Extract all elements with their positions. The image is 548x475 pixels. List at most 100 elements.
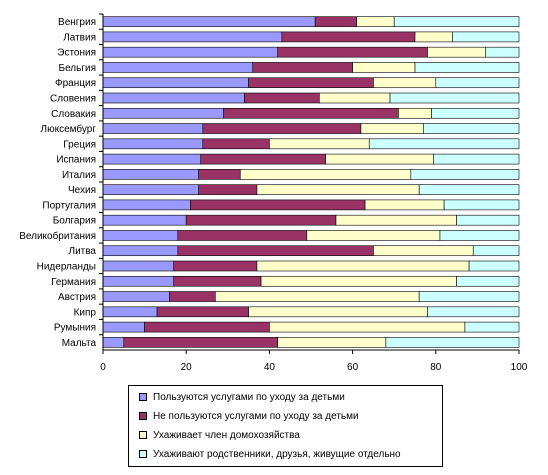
bar-segment-1-row-1 xyxy=(102,16,316,27)
bar-segment-2-row-10 xyxy=(200,153,326,165)
bar-segment-4-row-20 xyxy=(427,306,520,318)
bar-segment-3-row-7 xyxy=(398,107,432,119)
bar-segment-1-row-16 xyxy=(102,245,179,257)
bar-segment-2-row-5 xyxy=(248,77,374,89)
category-label: Великобритания xyxy=(19,230,96,242)
x-tick-label: 80 xyxy=(430,362,442,373)
legend-swatch xyxy=(139,393,147,401)
bar-segment-2-row-1 xyxy=(314,16,358,27)
bar-segment-3-row-11 xyxy=(239,169,412,180)
category-label: Люксембург xyxy=(41,123,97,135)
bar-segment-4-row-21 xyxy=(464,321,520,333)
bar-segment-3-row-19 xyxy=(215,291,420,302)
category-label: Чехия xyxy=(68,185,96,196)
bar-segment-1-row-2 xyxy=(102,31,283,43)
bar-segment-3-row-6 xyxy=(319,92,391,104)
bar-segment-2-row-22 xyxy=(123,337,279,348)
category-label: Литва xyxy=(69,246,97,257)
bar-segment-1-row-7 xyxy=(102,107,224,119)
category-label: Испания xyxy=(56,155,96,166)
bar-segment-2-row-18 xyxy=(173,275,262,287)
bar-segment-3-row-15 xyxy=(306,230,441,241)
bar-segment-4-row-16 xyxy=(472,245,520,257)
bars-layer xyxy=(102,16,520,348)
legend-label: Ухаживают родственники, друзья, живущие … xyxy=(153,448,401,460)
legend-item-no-childcare: Не пользуются услугами по уходу за детьм… xyxy=(139,409,359,423)
x-tick-label: 40 xyxy=(264,362,276,373)
bar-segment-3-row-16 xyxy=(373,245,474,257)
category-label: Нидерланды xyxy=(37,262,96,273)
bar-segment-1-row-20 xyxy=(102,306,158,318)
bar-segment-4-row-4 xyxy=(414,62,520,73)
legend-label: Пользуются услугами по уходу за детьми xyxy=(153,391,345,403)
legend-item-used-childcare: Пользуются услугами по уходу за детьми xyxy=(139,390,345,404)
legend-item-household-member: Ухаживает член домохозяйства xyxy=(139,428,300,442)
bar-segment-1-row-13 xyxy=(102,199,191,211)
category-labels: Венгрия Латвия Эстония Бельгия Франция Словен… xyxy=(19,17,96,349)
category-label: Венгрия xyxy=(58,17,96,28)
bar-segment-2-row-13 xyxy=(190,199,366,211)
bar-segment-4-row-5 xyxy=(435,77,520,89)
bar-segment-3-row-12 xyxy=(256,184,420,195)
bar-segment-2-row-19 xyxy=(169,291,216,302)
bar-segment-3-row-9 xyxy=(269,138,370,150)
bar-segment-1-row-6 xyxy=(102,92,245,104)
bar-segment-2-row-17 xyxy=(173,260,258,272)
bar-segment-1-row-22 xyxy=(102,337,125,348)
legend-item-relatives-friends: Ухаживают родственники, друзья, живущие … xyxy=(139,447,401,461)
bar-segment-4-row-19 xyxy=(418,291,520,302)
bar-segment-4-row-22 xyxy=(385,337,520,348)
category-label: Кипр xyxy=(74,307,97,318)
bar-segment-2-row-2 xyxy=(281,31,416,43)
category-label: Мальта xyxy=(62,338,97,349)
bar-segment-4-row-3 xyxy=(485,46,520,58)
bar-segment-3-row-14 xyxy=(335,214,457,226)
bar-segment-1-row-11 xyxy=(102,169,199,180)
bar-segment-1-row-19 xyxy=(102,291,170,302)
category-label: Болгария xyxy=(53,216,96,227)
category-label: Греция xyxy=(63,139,96,150)
bar-segment-3-row-8 xyxy=(360,123,424,134)
bar-segment-2-row-15 xyxy=(177,230,308,241)
category-label: Эстония xyxy=(57,48,96,59)
bar-segment-2-row-16 xyxy=(177,245,374,257)
bar-segment-2-row-14 xyxy=(185,214,337,226)
bar-segment-4-row-12 xyxy=(418,184,520,195)
bar-segment-1-row-10 xyxy=(102,153,202,165)
bar-segment-1-row-8 xyxy=(102,123,204,134)
category-label: Словения xyxy=(50,94,96,105)
bar-segment-3-row-17 xyxy=(256,260,470,272)
bar-segment-3-row-2 xyxy=(414,31,453,43)
bar-segment-2-row-6 xyxy=(244,92,320,104)
category-label: Румыния xyxy=(54,323,96,334)
category-label: Португалия xyxy=(42,200,96,211)
category-label: Бельгия xyxy=(59,63,97,74)
bar-segment-3-row-13 xyxy=(364,199,445,211)
bar-segment-4-row-17 xyxy=(468,260,520,272)
bar-segment-3-row-21 xyxy=(269,321,466,333)
bar-segment-1-row-14 xyxy=(102,214,187,226)
bar-segment-1-row-15 xyxy=(102,230,179,241)
bar-segment-1-row-18 xyxy=(102,275,175,287)
bar-segment-4-row-14 xyxy=(456,214,520,226)
bar-segment-4-row-8 xyxy=(423,123,520,134)
bar-segment-1-row-17 xyxy=(102,260,175,272)
bar-segment-2-row-7 xyxy=(223,107,399,119)
category-label: Германия xyxy=(51,277,96,288)
bar-segment-3-row-5 xyxy=(373,77,437,89)
bar-segment-4-row-6 xyxy=(389,92,520,104)
category-label: Латвия xyxy=(63,32,96,43)
bar-segment-3-row-1 xyxy=(356,16,395,27)
category-label: Австрия xyxy=(58,292,96,303)
x-tick-label: 60 xyxy=(347,362,359,373)
x-tick-label: 20 xyxy=(181,362,193,373)
bar-segment-2-row-21 xyxy=(144,321,270,333)
legend-label: Ухаживает член домохозяйства xyxy=(153,429,300,441)
x-tick-label: 0 xyxy=(100,362,106,373)
bar-segment-2-row-20 xyxy=(156,306,249,318)
legend-swatch xyxy=(139,412,147,420)
bar-segment-4-row-11 xyxy=(410,169,520,180)
bar-segment-4-row-18 xyxy=(456,275,520,287)
legend-label: Не пользуются услугами по уходу за детьм… xyxy=(153,410,359,422)
x-tick-labels: 0 20 40 60 80 100 xyxy=(100,362,528,373)
